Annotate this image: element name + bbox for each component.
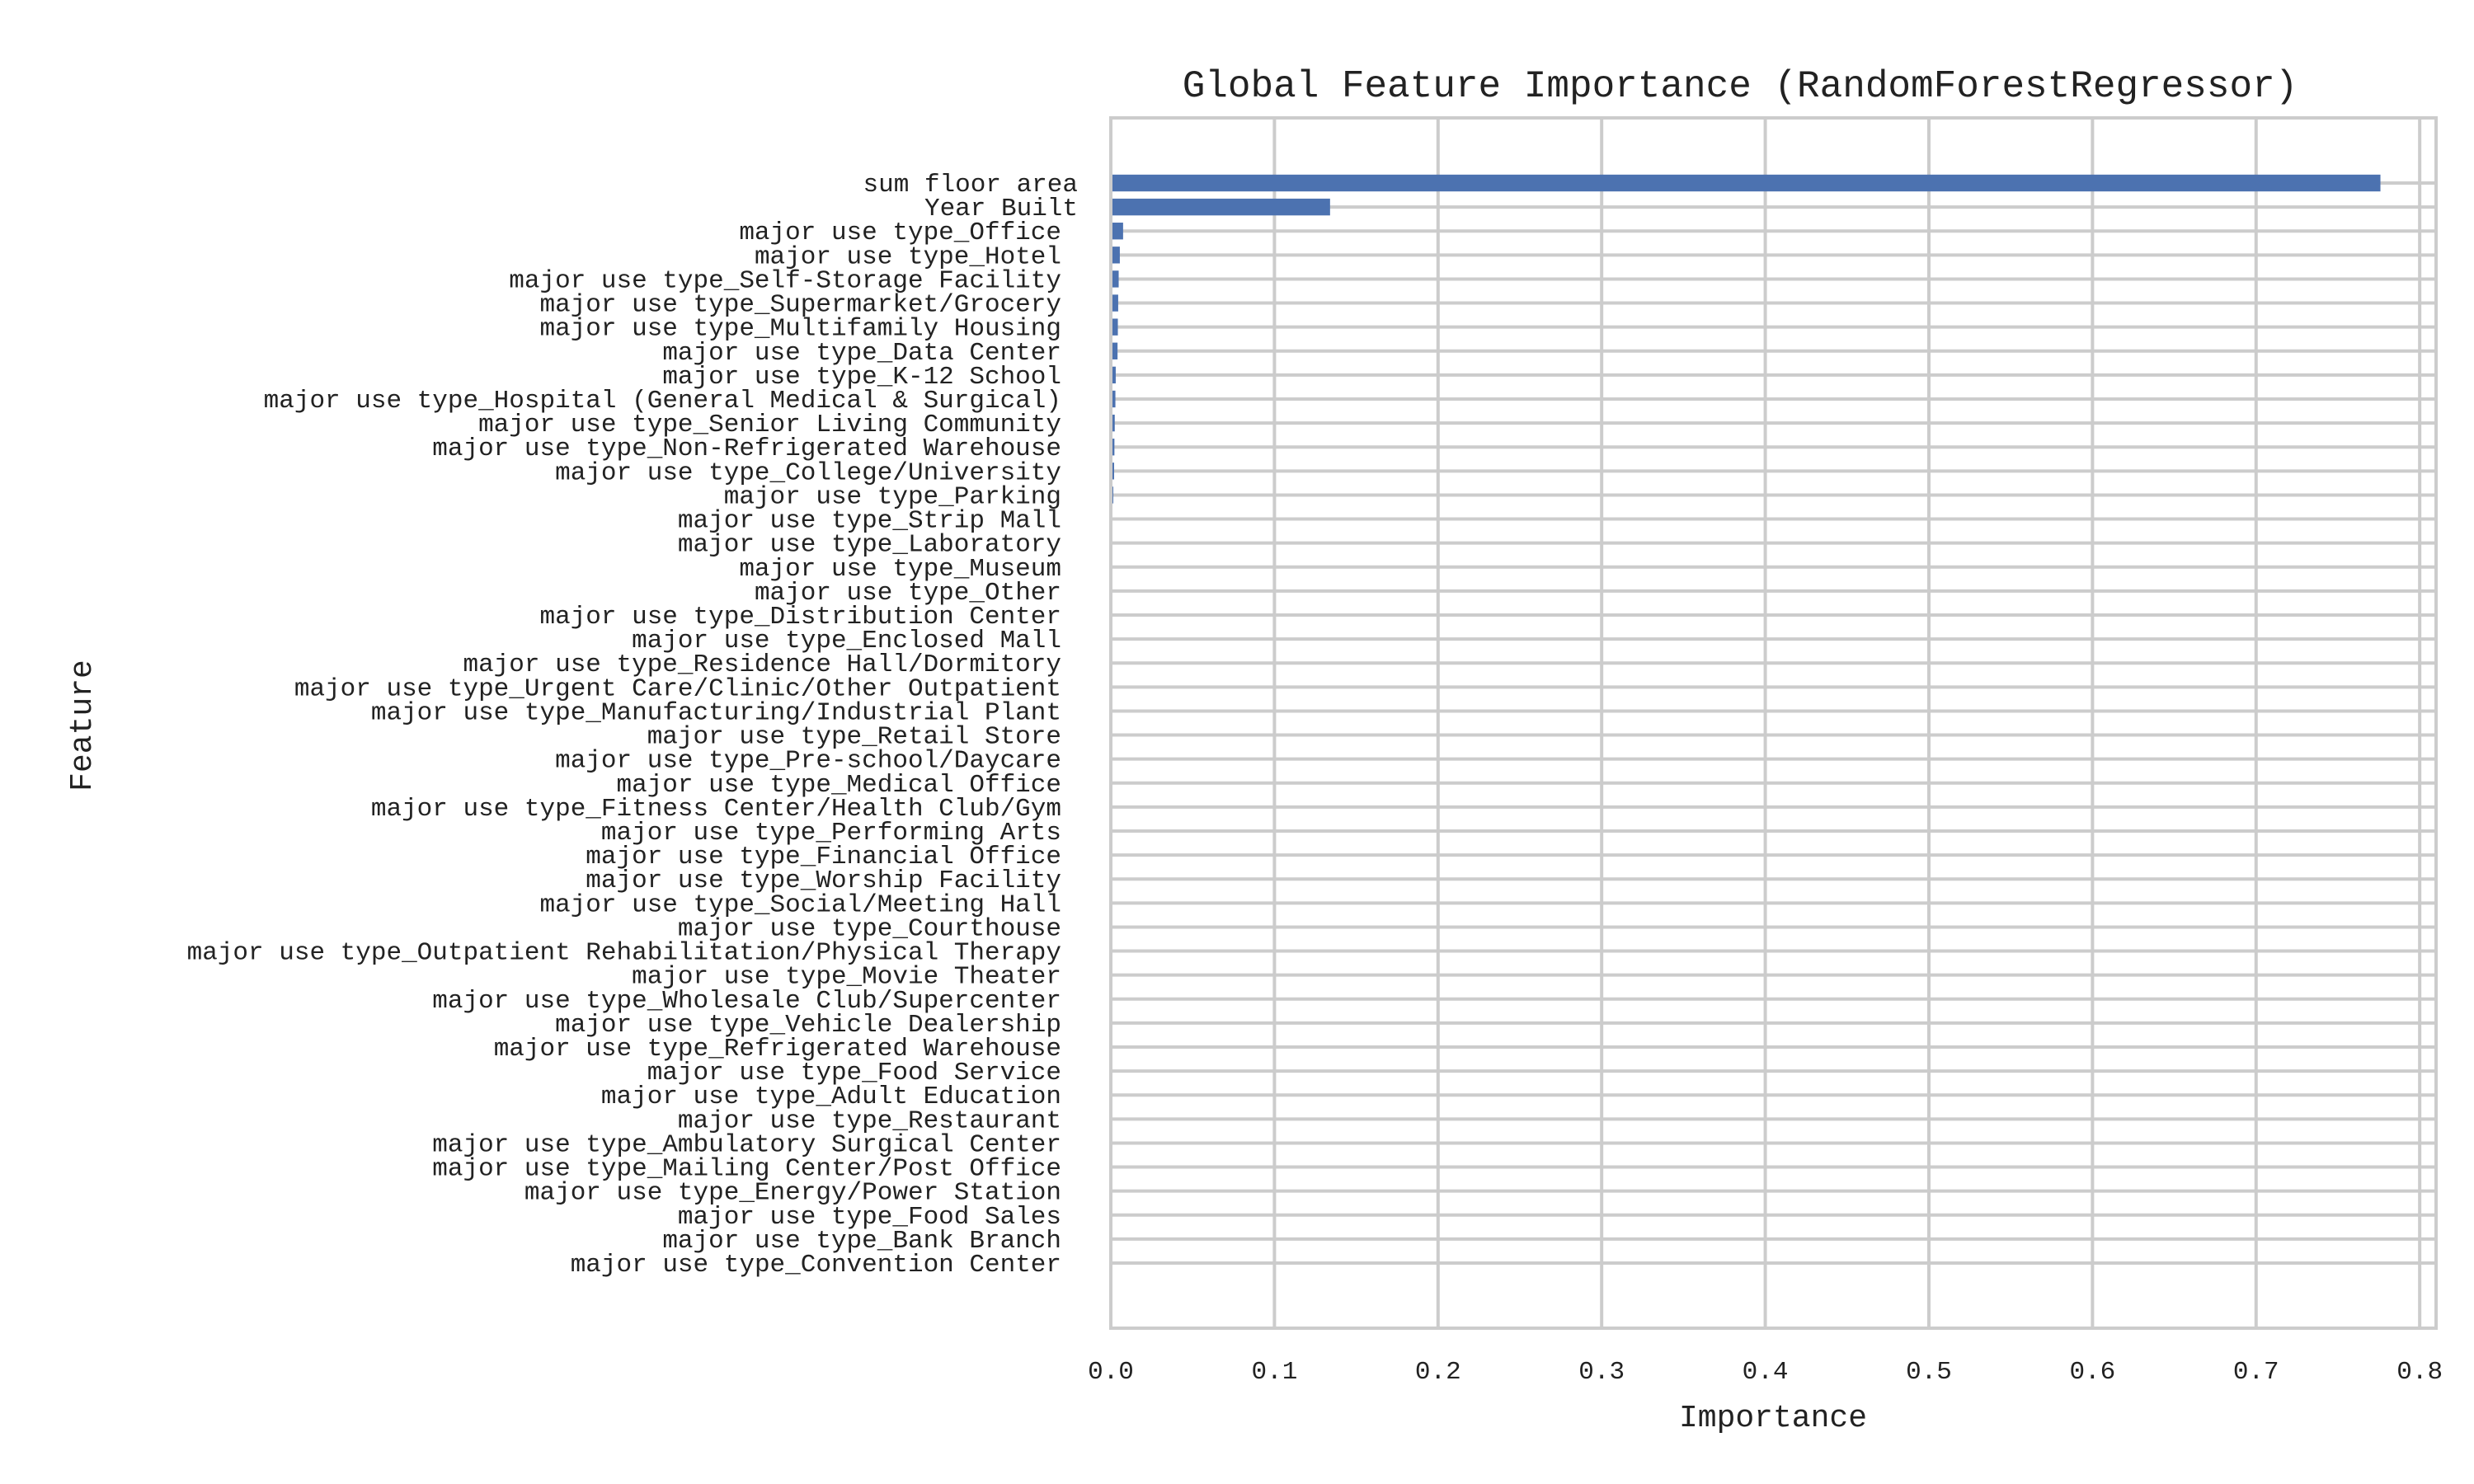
feature-label: major use type_Worship Facility bbox=[586, 866, 1061, 895]
feature-label: major use type_Ambulatory Surgical Cente… bbox=[432, 1130, 1061, 1159]
x-tick-label: 0.5 bbox=[1906, 1358, 1952, 1387]
feature-label: major use type_Refrigerated Warehouse bbox=[494, 1035, 1061, 1064]
feature-label: major use type_Food Service bbox=[647, 1059, 1061, 1087]
feature-label: major use type_Enclosed Mall bbox=[632, 627, 1061, 655]
importance-bar bbox=[1111, 439, 1115, 456]
feature-label: major use type_Urgent Care/Clinic/Other … bbox=[294, 674, 1061, 703]
importance-bar bbox=[1111, 247, 1120, 264]
feature-label: Year Built bbox=[924, 195, 1078, 223]
feature-label: major use type_Outpatient Rehabilitation… bbox=[187, 939, 1061, 968]
importance-bar bbox=[1111, 198, 1330, 216]
feature-label: major use type_Multifamily Housing bbox=[539, 315, 1061, 344]
importance-bar bbox=[1111, 318, 1118, 336]
feature-label: major use type_Residence Hall/Dormitory bbox=[463, 650, 1061, 679]
feature-label: major use type_Performing Arts bbox=[601, 819, 1061, 848]
feature-label: major use type_Other bbox=[755, 579, 1061, 608]
importance-bar bbox=[1111, 366, 1116, 384]
x-tick-label: 0.4 bbox=[1743, 1358, 1789, 1387]
importance-bar bbox=[1111, 342, 1118, 359]
feature-label: major use type_Hotel bbox=[755, 242, 1061, 271]
feature-label: major use type_Museum bbox=[739, 555, 1061, 584]
x-tick-label: 0.7 bbox=[2233, 1358, 2279, 1387]
feature-label: major use type_Convention Center bbox=[571, 1251, 1061, 1280]
feature-label: major use type_Fitness Center/Health Clu… bbox=[371, 795, 1061, 824]
feature-label: major use type_Pre-school/Daycare bbox=[555, 747, 1061, 776]
feature-label: major use type_K-12 School bbox=[662, 363, 1061, 392]
importance-bar bbox=[1111, 414, 1115, 432]
importance-bar bbox=[1111, 270, 1119, 288]
feature-label: major use type_Social/Meeting Hall bbox=[539, 890, 1061, 919]
feature-label: major use type_Supermarket/Grocery bbox=[539, 291, 1061, 320]
feature-label: major use type_Non-Refrigerated Warehous… bbox=[432, 434, 1061, 463]
x-tick-labels: 0.0 0.1 0.2 0.3 0.4 0.5 0.6 0.7 0.8 bbox=[1088, 1358, 2443, 1387]
feature-label: major use type_Manufacturing/Industrial … bbox=[371, 698, 1061, 727]
feature-label: major use type_Senior Living Community bbox=[478, 411, 1061, 439]
y-axis-label: Feature bbox=[65, 660, 101, 791]
feature-label: major use type_Energy/Power Station bbox=[524, 1179, 1061, 1208]
x-tick-label: 0.2 bbox=[1415, 1358, 1461, 1387]
feature-label: major use type_Bank Branch bbox=[662, 1227, 1061, 1256]
feature-label: major use type_Wholesale Club/Supercente… bbox=[432, 987, 1061, 1016]
feature-label: major use type_Food Sales bbox=[678, 1203, 1061, 1232]
feature-label: major use type_Laboratory bbox=[678, 531, 1061, 560]
x-tick-label: 0.8 bbox=[2396, 1358, 2443, 1387]
x-axis-label: Importance bbox=[1679, 1401, 1867, 1436]
feature-label: major use type_Adult Education bbox=[601, 1082, 1061, 1111]
feature-label: sum floor area bbox=[863, 171, 1078, 200]
feature-label: major use type_Medical Office bbox=[617, 771, 1062, 800]
feature-label: major use type_Parking bbox=[724, 482, 1061, 511]
feature-label: major use type_Strip Mall bbox=[678, 507, 1061, 536]
feature-label: major use type_College/University bbox=[555, 458, 1061, 487]
feature-label: major use type_Restaurant bbox=[678, 1106, 1061, 1135]
bars bbox=[1111, 174, 2381, 1176]
feature-label: major use type_Vehicle Dealership bbox=[555, 1011, 1061, 1040]
feature-label: major use type_Self-Storage Facility bbox=[509, 266, 1061, 295]
feature-label: major use type_Data Center bbox=[662, 339, 1061, 368]
plot-frame bbox=[1109, 116, 2438, 1330]
importance-bar bbox=[1111, 223, 1123, 240]
importance-bar bbox=[1111, 294, 1118, 312]
x-tick-label: 0.3 bbox=[1578, 1358, 1625, 1387]
feature-label: major use type_Distribution Center bbox=[539, 603, 1061, 632]
x-tick-label: 0.0 bbox=[1088, 1358, 1134, 1387]
feature-label: major use type_Office bbox=[739, 218, 1061, 247]
feature-label: major use type_Retail Store bbox=[647, 723, 1061, 752]
feature-label: major use type_Movie Theater bbox=[632, 963, 1061, 992]
feature-label: major use type_Mailing Center/Post Offic… bbox=[432, 1155, 1061, 1184]
x-tick-label: 0.1 bbox=[1251, 1358, 1297, 1387]
importance-bar bbox=[1111, 174, 2381, 192]
importance-bar bbox=[1111, 390, 1116, 408]
feature-label: major use type_Courthouse bbox=[678, 914, 1061, 943]
feature-label: major use type_Hospital (General Medical… bbox=[264, 387, 1061, 416]
feature-label: major use type_Financial Office bbox=[586, 843, 1061, 871]
chart-title: Global Feature Importance (RandomForestR… bbox=[1183, 65, 2298, 108]
x-tick-label: 0.6 bbox=[2069, 1358, 2115, 1387]
